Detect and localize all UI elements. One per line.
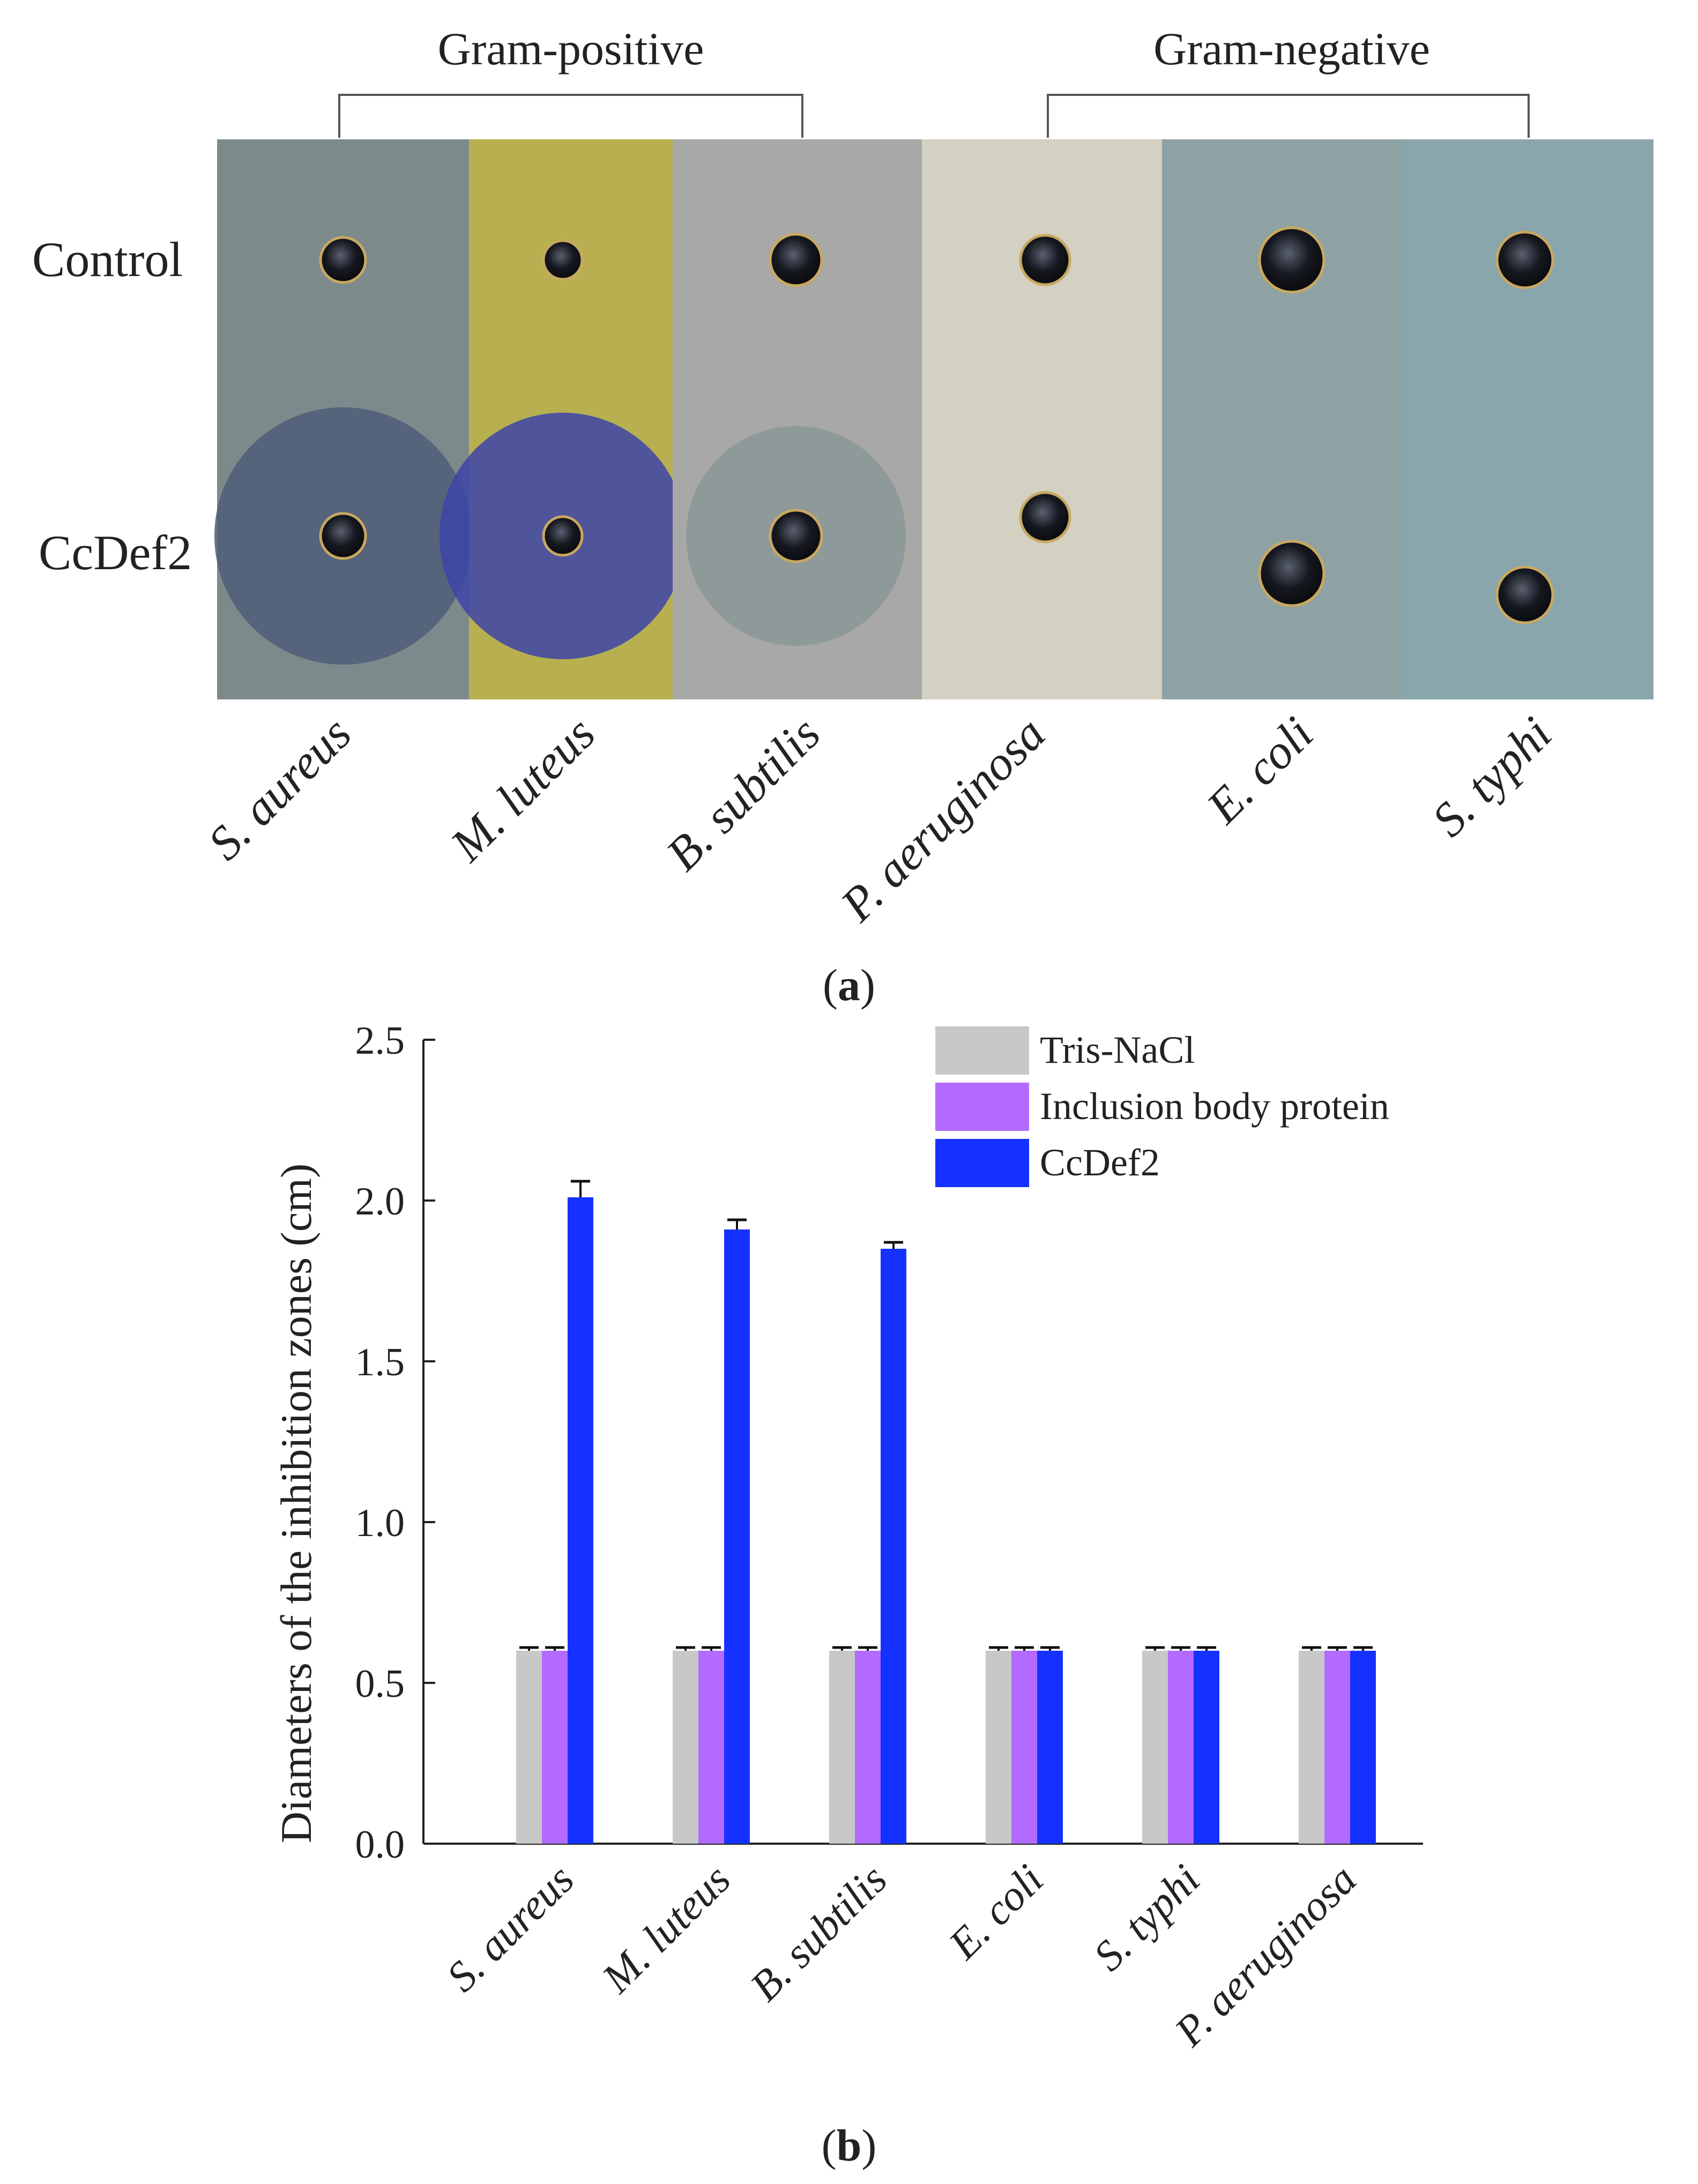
control-well — [542, 239, 584, 281]
bar — [1299, 1651, 1324, 1844]
gram-negative-bracket — [1047, 94, 1530, 138]
plate-strip — [1402, 139, 1654, 699]
ccdef2-well — [1258, 540, 1325, 607]
y-axis-label: Diameters of the inhibition zones (cm) — [272, 1164, 321, 1843]
strain-label: S. aureus — [198, 707, 362, 870]
strain-label: M. luteus — [440, 707, 605, 872]
strip-background — [922, 139, 1162, 699]
strain-label: E. coli — [1196, 707, 1324, 834]
panel-a: Gram-positive Gram-negative Control CcDe… — [32, 23, 1654, 932]
ccdef2-well — [769, 509, 823, 563]
legend-label: Tris-NaCl — [1040, 1028, 1195, 1071]
bar — [1168, 1651, 1194, 1844]
strip-background — [1162, 139, 1402, 699]
legend-swatch — [935, 1083, 1029, 1131]
bar-chart: 0.0 0.5 1.0 1.5 2.0 2.5 S. aureus M. luteus B. … — [272, 1019, 1423, 2056]
control-well — [319, 236, 367, 284]
x-tick-label: B. subtilis — [741, 1856, 896, 2011]
bar — [542, 1651, 568, 1844]
bar — [855, 1651, 881, 1844]
control-well — [1019, 234, 1071, 286]
row-label-control: Control — [32, 232, 183, 287]
row-label-ccdef2: CcDef2 — [39, 525, 192, 580]
bar — [881, 1249, 906, 1844]
ccdef2-well — [1019, 491, 1071, 543]
y-tick-label: 1.0 — [355, 1501, 405, 1545]
x-tick-label: M. luteus — [593, 1856, 739, 2002]
y-tick-label: 2.0 — [355, 1180, 405, 1224]
panel-b-caption-letter: b — [836, 2121, 862, 2171]
legend-label: Inclusion body protein — [1040, 1085, 1389, 1128]
bar — [1324, 1651, 1350, 1844]
gram-positive-bracket — [338, 94, 803, 138]
bar — [1011, 1651, 1037, 1844]
y-tick-label: 2.5 — [355, 1019, 405, 1063]
bar — [568, 1197, 593, 1844]
plate-strip — [440, 139, 686, 699]
bar — [1037, 1651, 1063, 1844]
strain-label: S. typhi — [1422, 707, 1562, 847]
x-tick-label: S. typhi — [1085, 1856, 1209, 1980]
bar — [986, 1651, 1011, 1844]
plate-photo-strips — [214, 139, 1654, 699]
bar — [673, 1651, 698, 1844]
ccdef2-well — [319, 512, 367, 560]
strain-label: P. aeruginosa — [831, 707, 1056, 932]
panel-b-caption: (b) — [821, 2121, 877, 2171]
legend-swatch — [935, 1026, 1029, 1075]
chart-bars: S. aureus M. luteus B. subtilis E. coli S. t… — [438, 1180, 1376, 2056]
panel-a-caption-letter: a — [838, 960, 860, 1010]
y-tick-label: 0.0 — [355, 1823, 405, 1867]
x-tick-label: E. coli — [940, 1856, 1053, 1969]
bar — [1350, 1651, 1376, 1844]
plate-strip — [1162, 139, 1402, 699]
bar — [724, 1229, 750, 1844]
bar — [698, 1651, 724, 1844]
legend-label: CcDef2 — [1040, 1141, 1160, 1184]
strain-label: B. subtilis — [657, 707, 831, 881]
strain-labels: S. aureus M. luteus B. subtilis P. aerugino… — [198, 707, 1562, 932]
plate-strip — [214, 139, 472, 699]
plate-strip — [922, 139, 1162, 699]
gram-positive-label: Gram-positive — [438, 23, 704, 74]
y-tick-label: 1.5 — [355, 1340, 405, 1384]
ccdef2-well — [542, 515, 584, 557]
x-tick-label: S. aureus — [438, 1856, 583, 2001]
chart-legend: Tris-NaCl Inclusion body protein CcDef2 — [935, 1026, 1389, 1187]
gram-negative-label: Gram-negative — [1153, 23, 1430, 74]
bar — [516, 1651, 542, 1844]
bar — [829, 1651, 855, 1844]
panel-a-caption: (a) — [823, 960, 875, 1010]
plate-strip — [673, 139, 922, 699]
legend-swatch — [935, 1139, 1029, 1187]
y-tick-label: 0.5 — [355, 1662, 405, 1706]
bar — [1142, 1651, 1168, 1844]
control-well — [1258, 226, 1325, 294]
ccdef2-well — [1495, 565, 1554, 624]
control-well — [769, 233, 823, 287]
bar — [1194, 1651, 1219, 1844]
control-well — [1495, 230, 1554, 289]
